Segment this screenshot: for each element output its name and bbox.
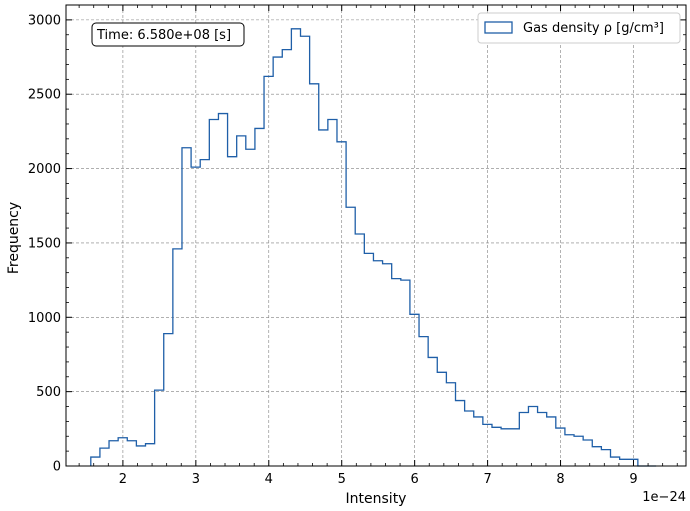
histogram-bar-24	[310, 84, 319, 466]
histogram-bar-12	[200, 160, 209, 466]
histogram-bar-40	[456, 401, 465, 466]
histogram-bar-49	[538, 412, 547, 466]
y-axis-label: Frequency	[6, 202, 22, 274]
y-tick-label-3: 1500	[28, 236, 61, 251]
x-tick-label-4: 6	[411, 472, 419, 487]
histogram-bar-33	[392, 279, 401, 466]
histogram-bar-31	[373, 261, 382, 466]
histogram-bar-42	[474, 417, 483, 466]
histogram-bar-4	[127, 441, 136, 466]
histogram-bar-32	[383, 264, 392, 466]
histogram-bar-50	[547, 417, 556, 466]
histogram-bar-0	[91, 457, 100, 466]
legend: Gas density ρ [g/cm³]	[477, 12, 681, 44]
histogram-bar-30	[364, 253, 373, 466]
histogram-bar-13	[209, 120, 218, 466]
legend-swatch	[484, 21, 513, 34]
x-tick-label-0: 2	[119, 472, 127, 487]
histogram-bar-47	[519, 412, 528, 466]
histogram-bar-58	[620, 459, 629, 466]
histogram-bar-18	[255, 128, 264, 466]
time-annotation-box	[91, 22, 245, 47]
histogram-bar-38	[437, 372, 446, 466]
time-annotation-text: Time: 6.580e+08 [s]	[96, 28, 231, 43]
histogram-bar-55	[592, 447, 601, 466]
histogram-bar-48	[528, 407, 537, 466]
y-tick-label-0: 0	[53, 460, 61, 475]
x-tick-labels: 2 3 4 5 6 7 8 9	[119, 472, 638, 487]
x-axis-offset-label: 1e−24	[642, 490, 686, 505]
time-annotation: Time: 6.580e+08 [s]	[91, 22, 245, 47]
histogram-bar-23	[301, 36, 310, 466]
histogram-bar-9	[173, 249, 182, 466]
histogram-bar-7	[155, 390, 164, 466]
histogram-bar-8	[164, 334, 173, 466]
x-tick-label-5: 7	[483, 472, 491, 487]
histogram-bar-52	[565, 435, 574, 466]
histogram-bar-10	[182, 148, 191, 466]
histogram-bar-14	[218, 114, 227, 466]
grid	[66, 5, 686, 467]
legend-label: Gas density ρ [g/cm³]	[523, 21, 664, 36]
axis-ticks	[66, 5, 686, 467]
x-tick-label-6: 8	[556, 472, 564, 487]
histogram-bar-45	[501, 429, 510, 466]
histogram-bar-53	[574, 436, 583, 466]
histogram-bar-25	[319, 130, 328, 466]
x-tick-label-1: 3	[192, 472, 200, 487]
legend-box	[477, 12, 681, 44]
y-tick-labels: 0 500 1000 1500 2000 2500 3000	[28, 13, 61, 474]
histogram-bar-20	[273, 57, 282, 466]
y-tick-label-2: 1000	[28, 311, 61, 326]
histogram-step-outline	[90, 28, 657, 467]
x-tick-label-3: 5	[338, 472, 346, 487]
x-tick-label-7: 9	[629, 472, 637, 487]
histogram-bar-29	[355, 234, 364, 466]
histogram-bar-54	[583, 440, 592, 466]
histogram-bar-26	[328, 120, 337, 466]
histogram-bar-15	[228, 157, 237, 466]
y-tick-label-5: 2500	[28, 88, 61, 103]
histogram-bar-44	[492, 427, 501, 466]
histogram-bar-16	[237, 136, 246, 466]
histogram-bar-1	[100, 448, 109, 466]
histogram-bar-6	[146, 444, 155, 466]
histogram-bar-17	[246, 149, 255, 466]
histogram-bar-46	[510, 429, 519, 466]
y-tick-label-1: 500	[36, 385, 61, 400]
histogram-bar-39	[446, 383, 455, 466]
histogram-bar-36	[419, 337, 428, 466]
histogram-bar-21	[282, 50, 291, 466]
histogram-bar-56	[601, 450, 610, 466]
histogram-bar-5	[136, 446, 145, 466]
y-tick-label-4: 2000	[28, 162, 61, 177]
x-tick-label-2: 4	[265, 472, 273, 487]
y-tick-label-6: 3000	[28, 13, 61, 28]
histogram-bar-37	[428, 357, 437, 466]
histogram-bar-57	[611, 457, 620, 466]
histogram-bar-28	[346, 207, 355, 466]
histogram-bar-34	[401, 280, 410, 466]
histogram-bar-2	[109, 441, 118, 466]
x-axis-label: Intensity	[346, 491, 407, 507]
histogram-bar-41	[465, 411, 474, 466]
plot-frame	[65, 4, 687, 467]
